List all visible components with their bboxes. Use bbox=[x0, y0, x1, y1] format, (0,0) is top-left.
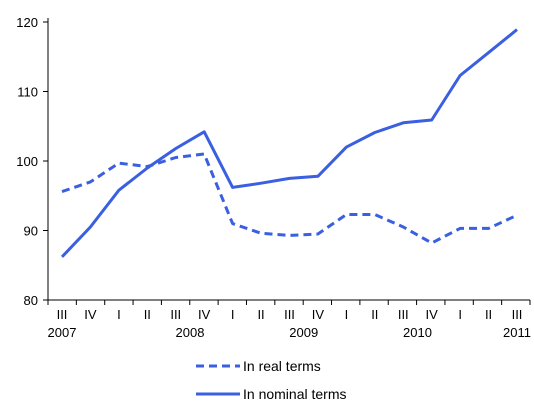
x-quarter-label: III bbox=[512, 307, 523, 322]
x-year-label: 2011 bbox=[503, 325, 531, 340]
x-quarter-label: II bbox=[144, 307, 151, 322]
x-quarter-label: III bbox=[398, 307, 409, 322]
x-quarter-label: II bbox=[257, 307, 264, 322]
x-quarter-label: III bbox=[57, 307, 68, 322]
x-year-label: 2009 bbox=[289, 325, 318, 340]
x-quarter-label: I bbox=[117, 307, 121, 322]
legend-label: In real terms bbox=[243, 358, 321, 374]
x-quarter-label: II bbox=[485, 307, 492, 322]
y-tick-label: 110 bbox=[17, 85, 38, 100]
legend-label: In nominal terms bbox=[243, 386, 346, 402]
x-year-label: 2007 bbox=[48, 325, 77, 340]
x-quarter-label: I bbox=[231, 307, 235, 322]
y-tick-label: 90 bbox=[24, 224, 38, 239]
x-quarter-label: III bbox=[170, 307, 181, 322]
x-quarter-label: III bbox=[284, 307, 295, 322]
series-line-real-terms bbox=[61, 152, 518, 245]
legend: In real terms In nominal terms bbox=[196, 358, 346, 402]
x-quarter-label: II bbox=[371, 307, 378, 322]
y-tick-label: 80 bbox=[24, 293, 38, 308]
x-quarter-label: I bbox=[458, 307, 462, 322]
series-line-nominal-terms bbox=[60, 28, 518, 258]
y-tick-label: 120 bbox=[16, 15, 38, 30]
x-year-label: 2010 bbox=[403, 325, 432, 340]
x-quarter-label: IV bbox=[426, 307, 439, 322]
x-quarter-label: I bbox=[345, 307, 349, 322]
y-tick-label: 100 bbox=[16, 154, 38, 169]
x-year-label: 2008 bbox=[176, 325, 205, 340]
x-quarter-label: IV bbox=[198, 307, 211, 322]
y-axis: 80 90 100 110 120 bbox=[16, 15, 49, 308]
x-quarter-label: IV bbox=[312, 307, 325, 322]
series-lines bbox=[60, 28, 518, 258]
x-quarter-label: IV bbox=[84, 307, 97, 322]
